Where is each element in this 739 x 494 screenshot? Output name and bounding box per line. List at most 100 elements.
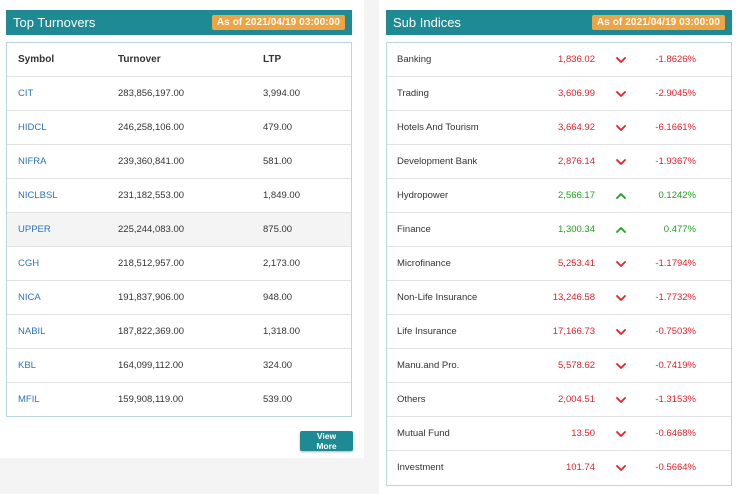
symbol-link[interactable]: NICLBSL <box>18 190 58 201</box>
sub-index-change: -6.1661% <box>655 122 696 133</box>
sub-index-change: 0.1242% <box>658 190 696 201</box>
turnover-value: 246,258,106.00 <box>118 122 185 133</box>
top-turnovers-title: Top Turnovers <box>13 15 96 30</box>
sub-index-value: 3,664.92 <box>558 122 595 133</box>
table-row: HIDCL 246,258,106.00 479.00 <box>7 111 351 145</box>
turnover-value: 218,512,957.00 <box>118 258 185 269</box>
symbol-link[interactable]: NICA <box>18 292 41 303</box>
symbol-link[interactable]: UPPER <box>18 224 51 235</box>
sub-index-value: 1,300.34 <box>558 224 595 235</box>
sub-index-name: Development Bank <box>397 156 478 167</box>
table-row: KBL 164,099,112.00 324.00 <box>7 349 351 383</box>
list-item: Development Bank 2,876.14 -1.9367% <box>387 145 731 179</box>
chevron-down-icon <box>616 281 626 315</box>
sub-indices-date-badge: As of 2021/04/19 03:00:00 <box>591 15 725 30</box>
sub-index-value: 2,876.14 <box>558 156 595 167</box>
chevron-down-icon <box>616 349 626 383</box>
sub-index-name: Manu.and Pro. <box>397 360 460 371</box>
table-row: CGH 218,512,957.00 2,173.00 <box>7 247 351 281</box>
table-row: NIFRA 239,360,841.00 581.00 <box>7 145 351 179</box>
chevron-down-icon <box>616 77 626 111</box>
symbol-link[interactable]: NIFRA <box>18 156 47 167</box>
ltp-value: 2,173.00 <box>263 258 300 269</box>
table-row: CIT 283,856,197.00 3,994.00 <box>7 77 351 111</box>
column-header-ltp: LTP <box>263 54 282 65</box>
sub-index-change: -1.7732% <box>655 292 696 303</box>
chevron-down-icon <box>616 315 626 349</box>
sub-index-change: -0.7419% <box>655 360 696 371</box>
top-turnovers-panel: Top Turnovers As of 2021/04/19 03:00:00 … <box>0 0 364 458</box>
sub-index-name: Hydropower <box>397 190 449 201</box>
table-row: NABIL 187,822,369.00 1,318.00 <box>7 315 351 349</box>
chevron-down-icon <box>616 247 626 281</box>
top-turnovers-date-badge: As of 2021/04/19 03:00:00 <box>211 15 345 30</box>
symbol-link[interactable]: KBL <box>18 360 36 371</box>
symbol-link[interactable]: MFIL <box>18 394 40 405</box>
sub-index-name: Trading <box>397 88 429 99</box>
list-item: Hotels And Tourism 3,664.92 -6.1661% <box>387 111 731 145</box>
list-item: Hydropower 2,566.17 0.1242% <box>387 179 731 213</box>
ltp-value: 3,994.00 <box>263 88 300 99</box>
list-item: Life Insurance 17,166.73 -0.7503% <box>387 315 731 349</box>
turnover-value: 225,244,083.00 <box>118 224 185 235</box>
chevron-down-icon <box>616 451 626 485</box>
table-row: NICA 191,837,906.00 948.00 <box>7 281 351 315</box>
sub-index-change: 0.477% <box>663 224 696 235</box>
symbol-link[interactable]: HIDCL <box>18 122 47 133</box>
sub-indices-title: Sub Indices <box>393 15 461 30</box>
sub-index-change: -1.8626% <box>655 54 696 65</box>
sub-index-name: Others <box>397 394 426 405</box>
list-item: Others 2,004.51 -1.3153% <box>387 383 731 417</box>
sub-indices-panel: Sub Indices As of 2021/04/19 03:00:00 Ba… <box>379 0 739 494</box>
list-item: Manu.and Pro. 5,578.62 -0.7419% <box>387 349 731 383</box>
sub-index-name: Banking <box>397 54 432 65</box>
ltp-value: 539.00 <box>263 394 293 405</box>
sub-index-change: -2.9045% <box>655 88 696 99</box>
symbol-link[interactable]: NABIL <box>18 326 46 337</box>
chevron-down-icon <box>616 111 626 145</box>
list-item: Non-Life Insurance 13,246.58 -1.7732% <box>387 281 731 315</box>
column-header-symbol: Symbol <box>18 54 55 65</box>
turnover-value: 231,182,553.00 <box>118 190 185 201</box>
sub-index-name: Mutual Fund <box>397 428 450 439</box>
sub-index-value: 5,253.41 <box>558 258 595 269</box>
sub-index-change: -0.5664% <box>655 462 696 473</box>
ltp-value: 948.00 <box>263 292 293 303</box>
table-header-row: Symbol Turnover LTP <box>7 43 351 77</box>
ltp-value: 1,849.00 <box>263 190 300 201</box>
top-turnovers-table: Symbol Turnover LTP CIT 283,856,197.00 3,9… <box>6 42 352 417</box>
symbol-link[interactable]: CIT <box>18 88 34 99</box>
top-turnovers-header: Top Turnovers As of 2021/04/19 03:00:00 <box>6 10 352 35</box>
sub-index-change: -1.3153% <box>655 394 696 405</box>
sub-index-value: 17,166.73 <box>552 326 595 337</box>
list-item: Microfinance 5,253.41 -1.1794% <box>387 247 731 281</box>
view-more-button[interactable]: View More <box>300 431 353 451</box>
sub-indices-header: Sub Indices As of 2021/04/19 03:00:00 <box>386 10 732 35</box>
list-item: Investment 101.74 -0.5664% <box>387 451 731 485</box>
list-item: Trading 3,606.99 -2.9045% <box>387 77 731 111</box>
sub-index-value: 13.50 <box>571 428 595 439</box>
ltp-value: 581.00 <box>263 156 293 167</box>
chevron-down-icon <box>616 383 626 417</box>
list-item: Mutual Fund 13.50 -0.6468% <box>387 417 731 451</box>
ltp-value: 875.00 <box>263 224 293 235</box>
sub-index-value: 3,606.99 <box>558 88 595 99</box>
sub-index-value: 5,578.62 <box>558 360 595 371</box>
sub-index-name: Microfinance <box>397 258 451 269</box>
sub-index-change: -0.6468% <box>655 428 696 439</box>
sub-index-value: 101.74 <box>565 462 595 473</box>
symbol-link[interactable]: CGH <box>18 258 40 269</box>
sub-indices-table: Banking 1,836.02 -1.8626% Trading 3,606.99 -2… <box>386 42 732 486</box>
chevron-down-icon <box>616 417 626 451</box>
turnover-value: 159,908,119.00 <box>118 394 184 405</box>
sub-index-value: 2,566.17 <box>558 190 595 201</box>
chevron-up-icon <box>616 213 626 247</box>
ltp-value: 1,318.00 <box>263 326 300 337</box>
sub-index-name: Non-Life Insurance <box>397 292 478 303</box>
table-row: NICLBSL 231,182,553.00 1,849.00 <box>7 179 351 213</box>
table-row: MFIL 159,908,119.00 539.00 <box>7 383 351 417</box>
column-header-turnover: Turnover <box>118 54 161 65</box>
sub-index-value: 1,836.02 <box>558 54 595 65</box>
sub-index-name: Life Insurance <box>397 326 457 337</box>
turnover-value: 187,822,369.00 <box>118 326 185 337</box>
